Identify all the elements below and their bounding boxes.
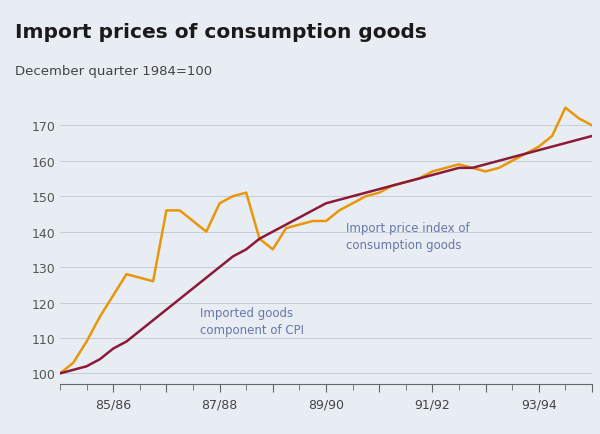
Text: Import prices of consumption goods: Import prices of consumption goods <box>15 23 427 41</box>
Text: Import price index of
consumption goods: Import price index of consumption goods <box>346 221 470 251</box>
Text: December quarter 1984=100: December quarter 1984=100 <box>15 65 212 78</box>
Text: Imported goods
component of CPI: Imported goods component of CPI <box>200 306 304 336</box>
